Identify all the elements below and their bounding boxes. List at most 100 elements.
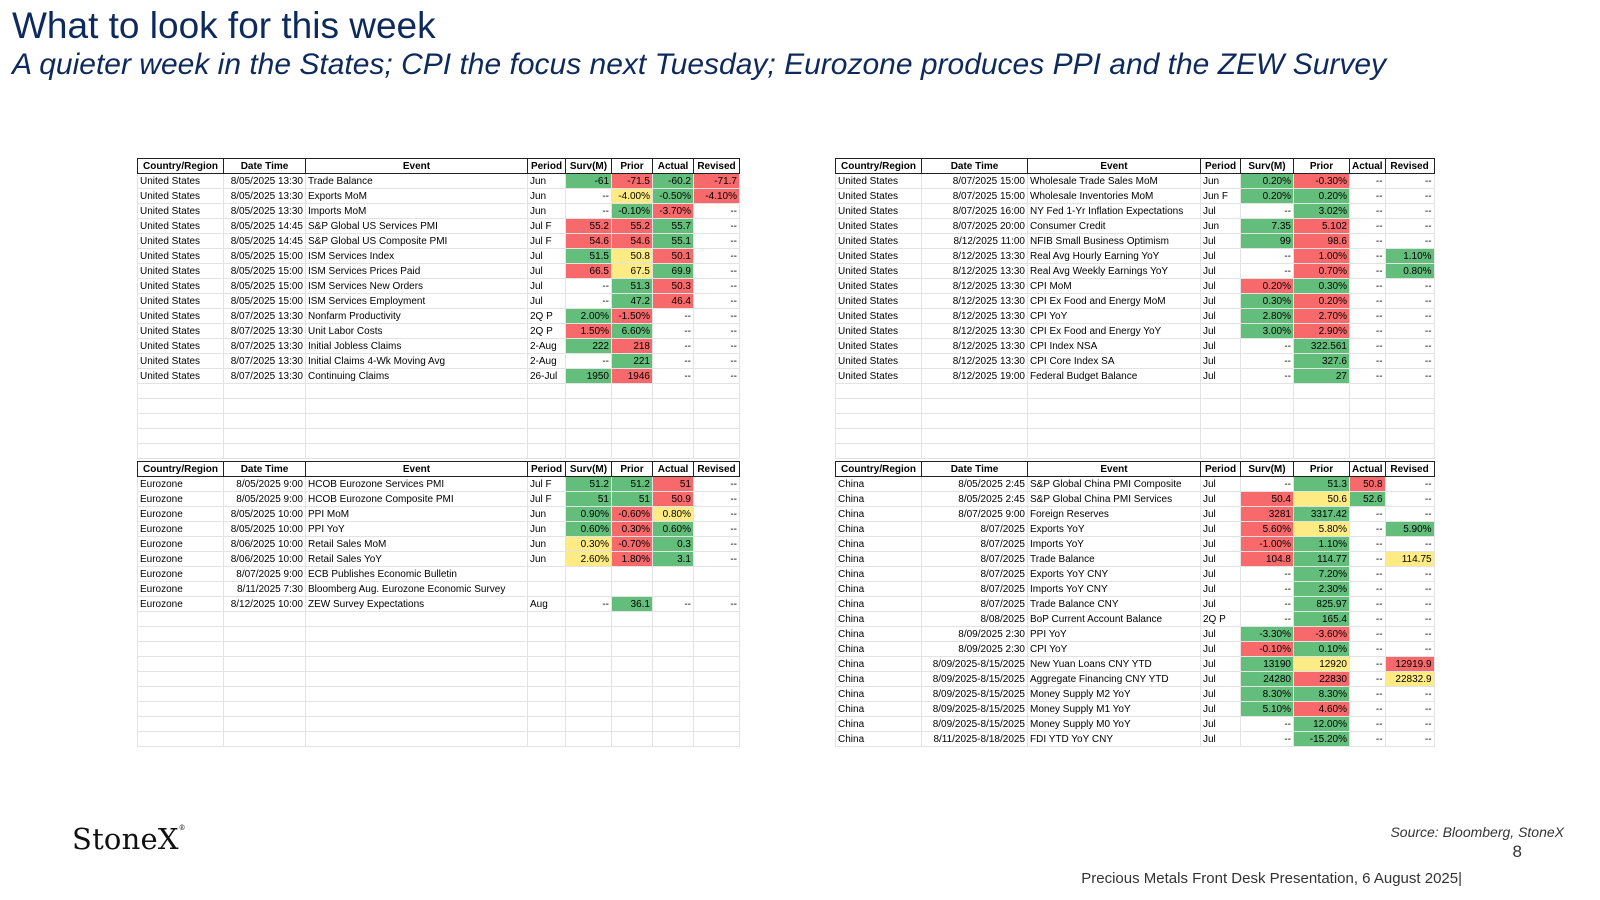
table-cell: 54.6 xyxy=(611,233,653,249)
table-cell xyxy=(137,716,224,732)
table-cell: NFIB Small Business Optimism xyxy=(1027,233,1201,249)
table-cell: China xyxy=(835,536,922,552)
table-row: United States 8/12/2025 13:30 CPI Index NS… xyxy=(835,338,1435,354)
table-cell: United States xyxy=(137,218,224,234)
table-cell xyxy=(652,641,694,657)
table-cell: Jul xyxy=(1200,641,1241,657)
column-header: Surv(M) xyxy=(1240,461,1294,477)
empty-row xyxy=(835,428,1435,444)
table-cell: 322.561 xyxy=(1293,338,1350,354)
table-cell: United States xyxy=(137,188,224,204)
table-cell xyxy=(137,641,224,657)
table-cell xyxy=(1349,413,1386,429)
table-cell xyxy=(921,443,1028,459)
table-cell: 2.60% xyxy=(565,551,612,567)
table-row: Eurozone 8/06/2025 10:00 Retail Sales MoM J… xyxy=(137,536,740,552)
table-cell: 55.7 xyxy=(652,218,694,234)
table-cell: -- xyxy=(1349,536,1386,552)
column-header: Prior xyxy=(1293,461,1350,477)
table-row: China 8/11/2025-8/18/2025 FDI YTD YoY CNY J… xyxy=(835,731,1435,747)
table-cell: 8/07/2025 13:30 xyxy=(223,323,306,339)
table-row: Eurozone 8/05/2025 10:00 PPI YoY Jun 0.60% 0.… xyxy=(137,521,740,537)
table-cell: -- xyxy=(1384,596,1435,612)
table-cell: United States xyxy=(137,203,224,219)
table-cell: China xyxy=(835,491,922,507)
table-cell: -- xyxy=(1349,656,1386,672)
column-header: Actual xyxy=(652,158,694,174)
table-cell: 51 xyxy=(652,476,694,492)
table-cell: 13190 xyxy=(1240,656,1294,672)
column-header: Country/Region xyxy=(835,461,922,477)
table-row: China 8/07/2025 Imports YoY Jul -1.00% 1.10% -… xyxy=(835,536,1435,552)
table-cell xyxy=(1240,413,1294,429)
table-cell: 8/07/2025 9:00 xyxy=(223,566,306,582)
table-row: United States 8/05/2025 15:00 ISM Services… xyxy=(137,248,740,264)
table-cell: Eurozone xyxy=(137,521,224,537)
table-cell xyxy=(565,443,612,459)
table-cell xyxy=(1349,383,1386,399)
table-cell: Jul xyxy=(1200,626,1241,642)
table-cell: -- xyxy=(565,596,612,612)
table-cell: Initial Claims 4-Wk Moving Avg xyxy=(305,353,528,369)
table-cell xyxy=(223,656,306,672)
table-cell: China xyxy=(835,671,922,687)
table-cell: -- xyxy=(1384,218,1435,234)
table-cell: CPI Ex Food and Energy MoM xyxy=(1027,293,1201,309)
table-cell xyxy=(1240,443,1294,459)
table-cell xyxy=(1200,428,1241,444)
table-cell: NY Fed 1-Yr Inflation Expectations xyxy=(1027,203,1201,219)
us-calendar-table-left: Country/Region Date Time Event Period Surv(M… xyxy=(137,158,740,459)
table-cell xyxy=(565,398,612,414)
table-cell: -- xyxy=(1349,686,1386,702)
table-cell: 8/11/2025-8/18/2025 xyxy=(921,731,1028,747)
column-header: Event xyxy=(305,461,528,477)
table-cell: 8/12/2025 13:30 xyxy=(921,293,1028,309)
table-row: United States 8/12/2025 13:30 CPI YoY Jul 2.… xyxy=(835,308,1435,324)
table-cell xyxy=(835,398,922,414)
table-cell: Exports YoY CNY xyxy=(1027,566,1201,582)
table-cell xyxy=(565,731,612,747)
table-cell: United States xyxy=(137,308,224,324)
table-cell: 1.10% xyxy=(1293,536,1350,552)
table-cell: 22830 xyxy=(1293,671,1350,687)
table-cell: 0.3 xyxy=(652,536,694,552)
table-cell: Jul xyxy=(1200,338,1241,354)
table-cell xyxy=(611,656,653,672)
table-cell: 8/05/2025 13:30 xyxy=(223,173,306,189)
table-cell xyxy=(1384,443,1435,459)
table-cell: 0.30% xyxy=(1240,293,1294,309)
table-cell: Trade Balance xyxy=(1027,551,1201,567)
table-cell: -- xyxy=(693,521,740,537)
table-cell: -- xyxy=(565,188,612,204)
table-cell: 0.80% xyxy=(652,506,694,522)
table-cell: United States xyxy=(835,263,922,279)
table-cell: United States xyxy=(137,248,224,264)
table-cell: Eurozone xyxy=(137,491,224,507)
table-cell xyxy=(652,611,694,627)
table-cell: 0.20% xyxy=(1293,188,1350,204)
table-cell: 8/07/2025 13:30 xyxy=(223,353,306,369)
table-cell xyxy=(611,641,653,657)
empty-row xyxy=(137,656,740,672)
table-cell xyxy=(1293,398,1350,414)
table-cell xyxy=(1293,413,1350,429)
table-cell: Money Supply M1 YoY xyxy=(1027,701,1201,717)
table-row: China 8/05/2025 2:45 S&P Global China PMI … xyxy=(835,491,1435,507)
table-cell: 1.80% xyxy=(611,551,653,567)
table-cell: 8/05/2025 2:45 xyxy=(921,476,1028,492)
table-cell xyxy=(305,626,528,642)
table-cell: 27 xyxy=(1293,368,1350,384)
table-cell: CPI Index NSA xyxy=(1027,338,1201,354)
table-cell: United States xyxy=(835,308,922,324)
table-cell: CPI Core Index SA xyxy=(1027,353,1201,369)
table-cell: 2Q P xyxy=(527,323,566,339)
table-cell: Jul xyxy=(527,248,566,264)
table-cell xyxy=(693,626,740,642)
table-cell: Imports YoY xyxy=(1027,536,1201,552)
table-row: China 8/09/2025-8/15/2025 Money Supply M2 … xyxy=(835,686,1435,702)
table-cell xyxy=(652,383,694,399)
table-row: United States 8/05/2025 13:30 Imports MoM J… xyxy=(137,203,740,219)
table-cell xyxy=(921,383,1028,399)
column-header: Event xyxy=(1027,461,1201,477)
table-cell: United States xyxy=(835,218,922,234)
